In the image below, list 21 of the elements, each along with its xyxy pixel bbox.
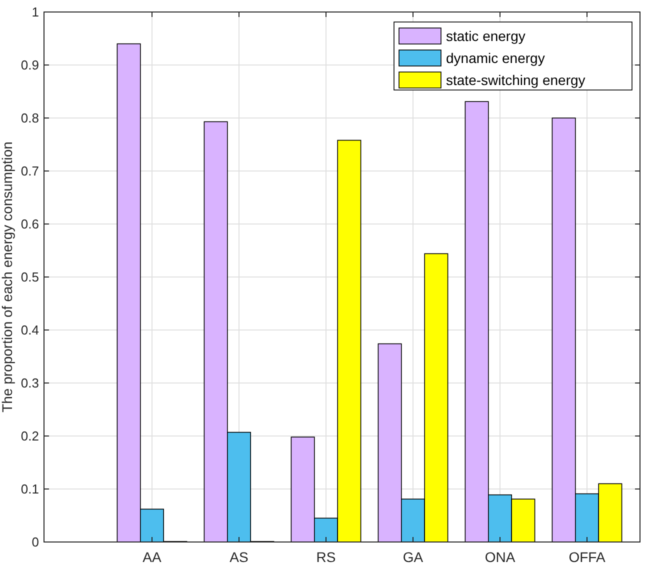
- x-tick-label: AA: [142, 549, 162, 565]
- y-tick-label: 0.9: [20, 58, 39, 73]
- x-tick-label: AS: [230, 549, 248, 565]
- x-tick-label: RS: [316, 549, 336, 565]
- y-tick-label: 0.5: [20, 270, 39, 285]
- y-tick-label: 0: [32, 534, 39, 550]
- legend-label: state-switching energy: [446, 72, 586, 88]
- y-tick-label: 0.2: [20, 428, 39, 444]
- y-tick-label: 0.7: [20, 164, 39, 179]
- y-tick-label: 0.3: [20, 376, 39, 391]
- y-axis-title: The proportion of each energy consumption: [0, 142, 15, 412]
- y-tick-label: 1: [32, 4, 39, 20]
- x-tick-label: GA: [402, 549, 424, 565]
- y-tick-label: 0.1: [20, 482, 39, 497]
- x-tick-label: ONA: [484, 549, 516, 565]
- y-tick-label: 0.6: [20, 216, 39, 232]
- legend-label: dynamic energy: [446, 50, 545, 66]
- x-tick-label: OFFA: [568, 549, 606, 565]
- y-tick-label: 0.8: [20, 110, 39, 126]
- legend-label: static energy: [446, 28, 526, 44]
- y-tick-label: 0.4: [20, 322, 39, 338]
